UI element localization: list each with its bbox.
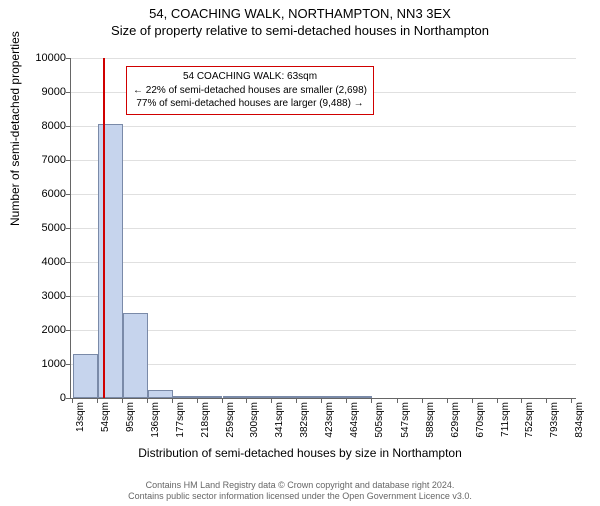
chart-title-description: Size of property relative to semi-detach… [0,23,600,38]
histogram-bar [223,396,248,398]
ytick-label: 9000 [16,86,66,98]
xtick-mark [546,398,547,403]
histogram-bar [198,396,223,398]
histogram-bar [297,396,322,398]
xtick-mark [122,398,123,403]
xtick-mark [521,398,522,403]
footer-line2: Contains public sector information licen… [128,491,472,501]
xtick-mark [172,398,173,403]
ytick-label: 1000 [16,358,66,370]
xtick-mark [447,398,448,403]
x-axis-label: Distribution of semi-detached houses by … [0,446,600,460]
annotation-line3: 77% of semi-detached houses are larger (… [136,98,363,109]
gridline [71,228,576,229]
histogram-bar [347,396,372,398]
ytick-label: 8000 [16,120,66,132]
gridline [71,126,576,127]
ytick-mark [66,58,71,59]
histogram-bar [173,396,198,398]
xtick-mark [147,398,148,403]
histogram-bar [247,396,272,398]
ytick-label: 10000 [16,52,66,64]
annotation-line2: ← 22% of semi-detached houses are smalle… [133,85,367,96]
xtick-mark [571,398,572,403]
ytick-mark [66,228,71,229]
ytick-mark [66,92,71,93]
xtick-mark [72,398,73,403]
footer-attribution: Contains HM Land Registry data © Crown c… [0,480,600,503]
chart-title-address: 54, COACHING WALK, NORTHAMPTON, NN3 3EX [0,6,600,21]
ytick-label: 4000 [16,256,66,268]
ytick-label: 2000 [16,324,66,336]
xtick-mark [346,398,347,403]
histogram-bar [148,390,173,399]
ytick-label: 7000 [16,154,66,166]
xtick-mark [246,398,247,403]
chart-area: 0100020003000400050006000700080009000100… [70,58,575,428]
ytick-label: 3000 [16,290,66,302]
xtick-mark [321,398,322,403]
histogram-bar [272,396,297,398]
ytick-mark [66,194,71,195]
ytick-label: 0 [16,392,66,404]
ytick-mark [66,262,71,263]
ytick-mark [66,398,71,399]
gridline [71,194,576,195]
ytick-label: 5000 [16,222,66,234]
footer-line1: Contains HM Land Registry data © Crown c… [146,480,455,490]
histogram-bar [123,313,148,398]
ytick-mark [66,160,71,161]
xtick-mark [397,398,398,403]
ytick-mark [66,330,71,331]
xtick-mark [497,398,498,403]
gridline [71,296,576,297]
histogram-bar [98,124,123,398]
gridline [71,160,576,161]
xtick-mark [472,398,473,403]
ytick-mark [66,296,71,297]
gridline [71,262,576,263]
property-marker-line [103,58,105,398]
xtick-mark [296,398,297,403]
xtick-mark [97,398,98,403]
ytick-mark [66,126,71,127]
xtick-mark [197,398,198,403]
histogram-bar [322,396,347,398]
xtick-mark [422,398,423,403]
property-annotation: 54 COACHING WALK: 63sqm ← 22% of semi-det… [126,66,374,115]
xtick-mark [222,398,223,403]
xtick-mark [371,398,372,403]
plot-region: 0100020003000400050006000700080009000100… [70,58,576,399]
gridline [71,58,576,59]
xtick-mark [271,398,272,403]
histogram-bar [73,354,98,398]
ytick-label: 6000 [16,188,66,200]
annotation-line1: 54 COACHING WALK: 63sqm [183,71,317,82]
ytick-mark [66,364,71,365]
